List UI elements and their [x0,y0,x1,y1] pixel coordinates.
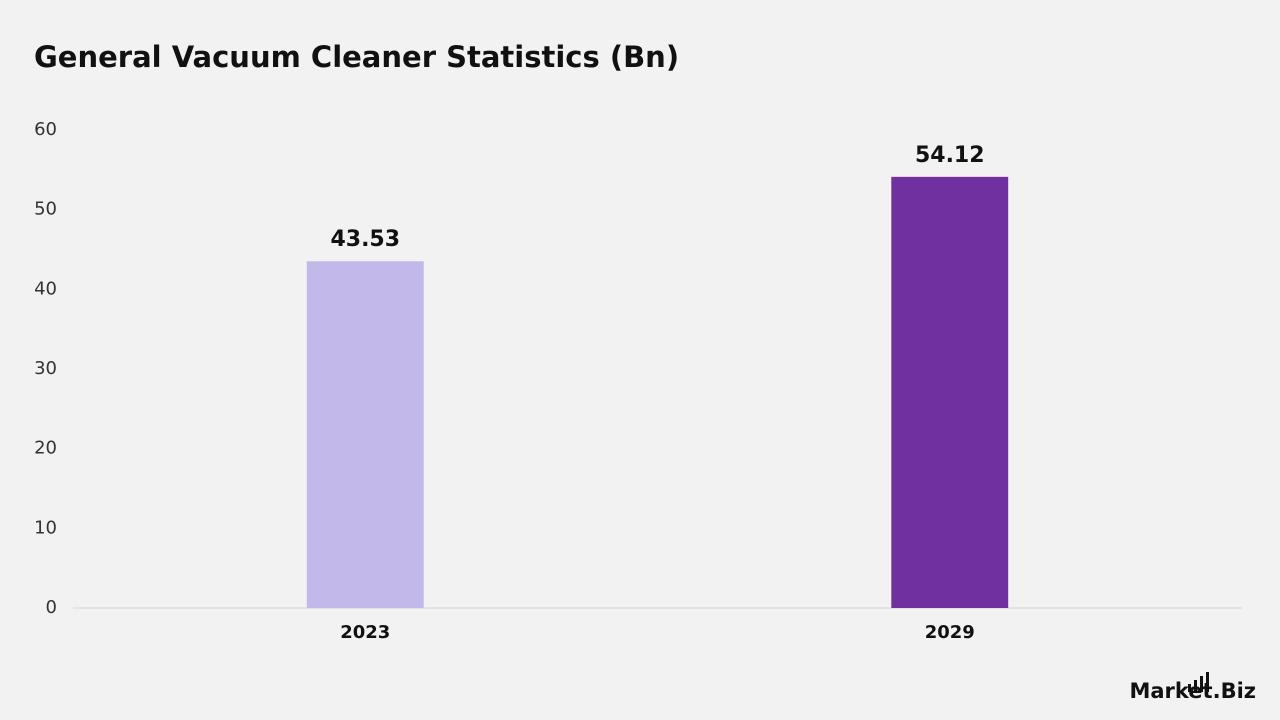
value-label: 43.53 [330,227,400,252]
logo-icon [1188,672,1209,692]
y-tick-label: 40 [34,278,57,299]
y-tick-label: 30 [34,358,57,379]
chart-title: General Vacuum Cleaner Statistics (Bn) [34,40,679,74]
bar [306,261,424,608]
x-tick-label: 2029 [925,622,975,643]
value-label: 54.12 [915,143,985,168]
y-tick-label: 60 [34,119,57,140]
bar [891,176,1009,608]
y-tick-label: 0 [46,597,57,618]
x-tick-label: 2023 [340,622,390,643]
y-tick-label: 10 [34,517,57,538]
logo: Market.Biz [1129,679,1256,703]
y-tick-label: 50 [34,199,57,220]
y-tick-label: 20 [34,438,57,459]
